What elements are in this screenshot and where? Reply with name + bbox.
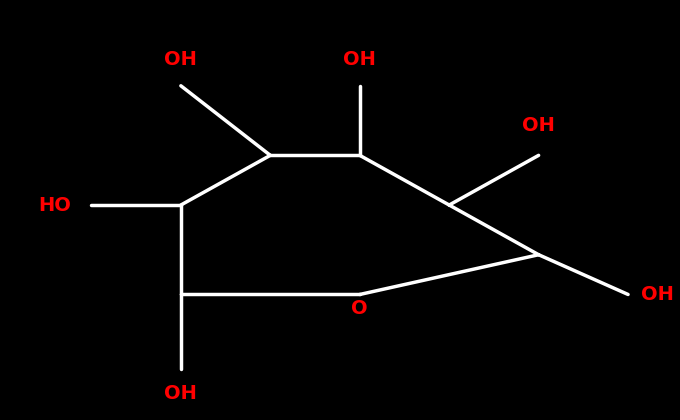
Text: HO: HO bbox=[39, 196, 71, 215]
Text: OH: OH bbox=[641, 285, 674, 304]
Text: O: O bbox=[352, 299, 368, 318]
Text: OH: OH bbox=[343, 50, 376, 69]
Text: OH: OH bbox=[165, 50, 197, 69]
Text: OH: OH bbox=[522, 116, 555, 136]
Text: OH: OH bbox=[165, 384, 197, 403]
